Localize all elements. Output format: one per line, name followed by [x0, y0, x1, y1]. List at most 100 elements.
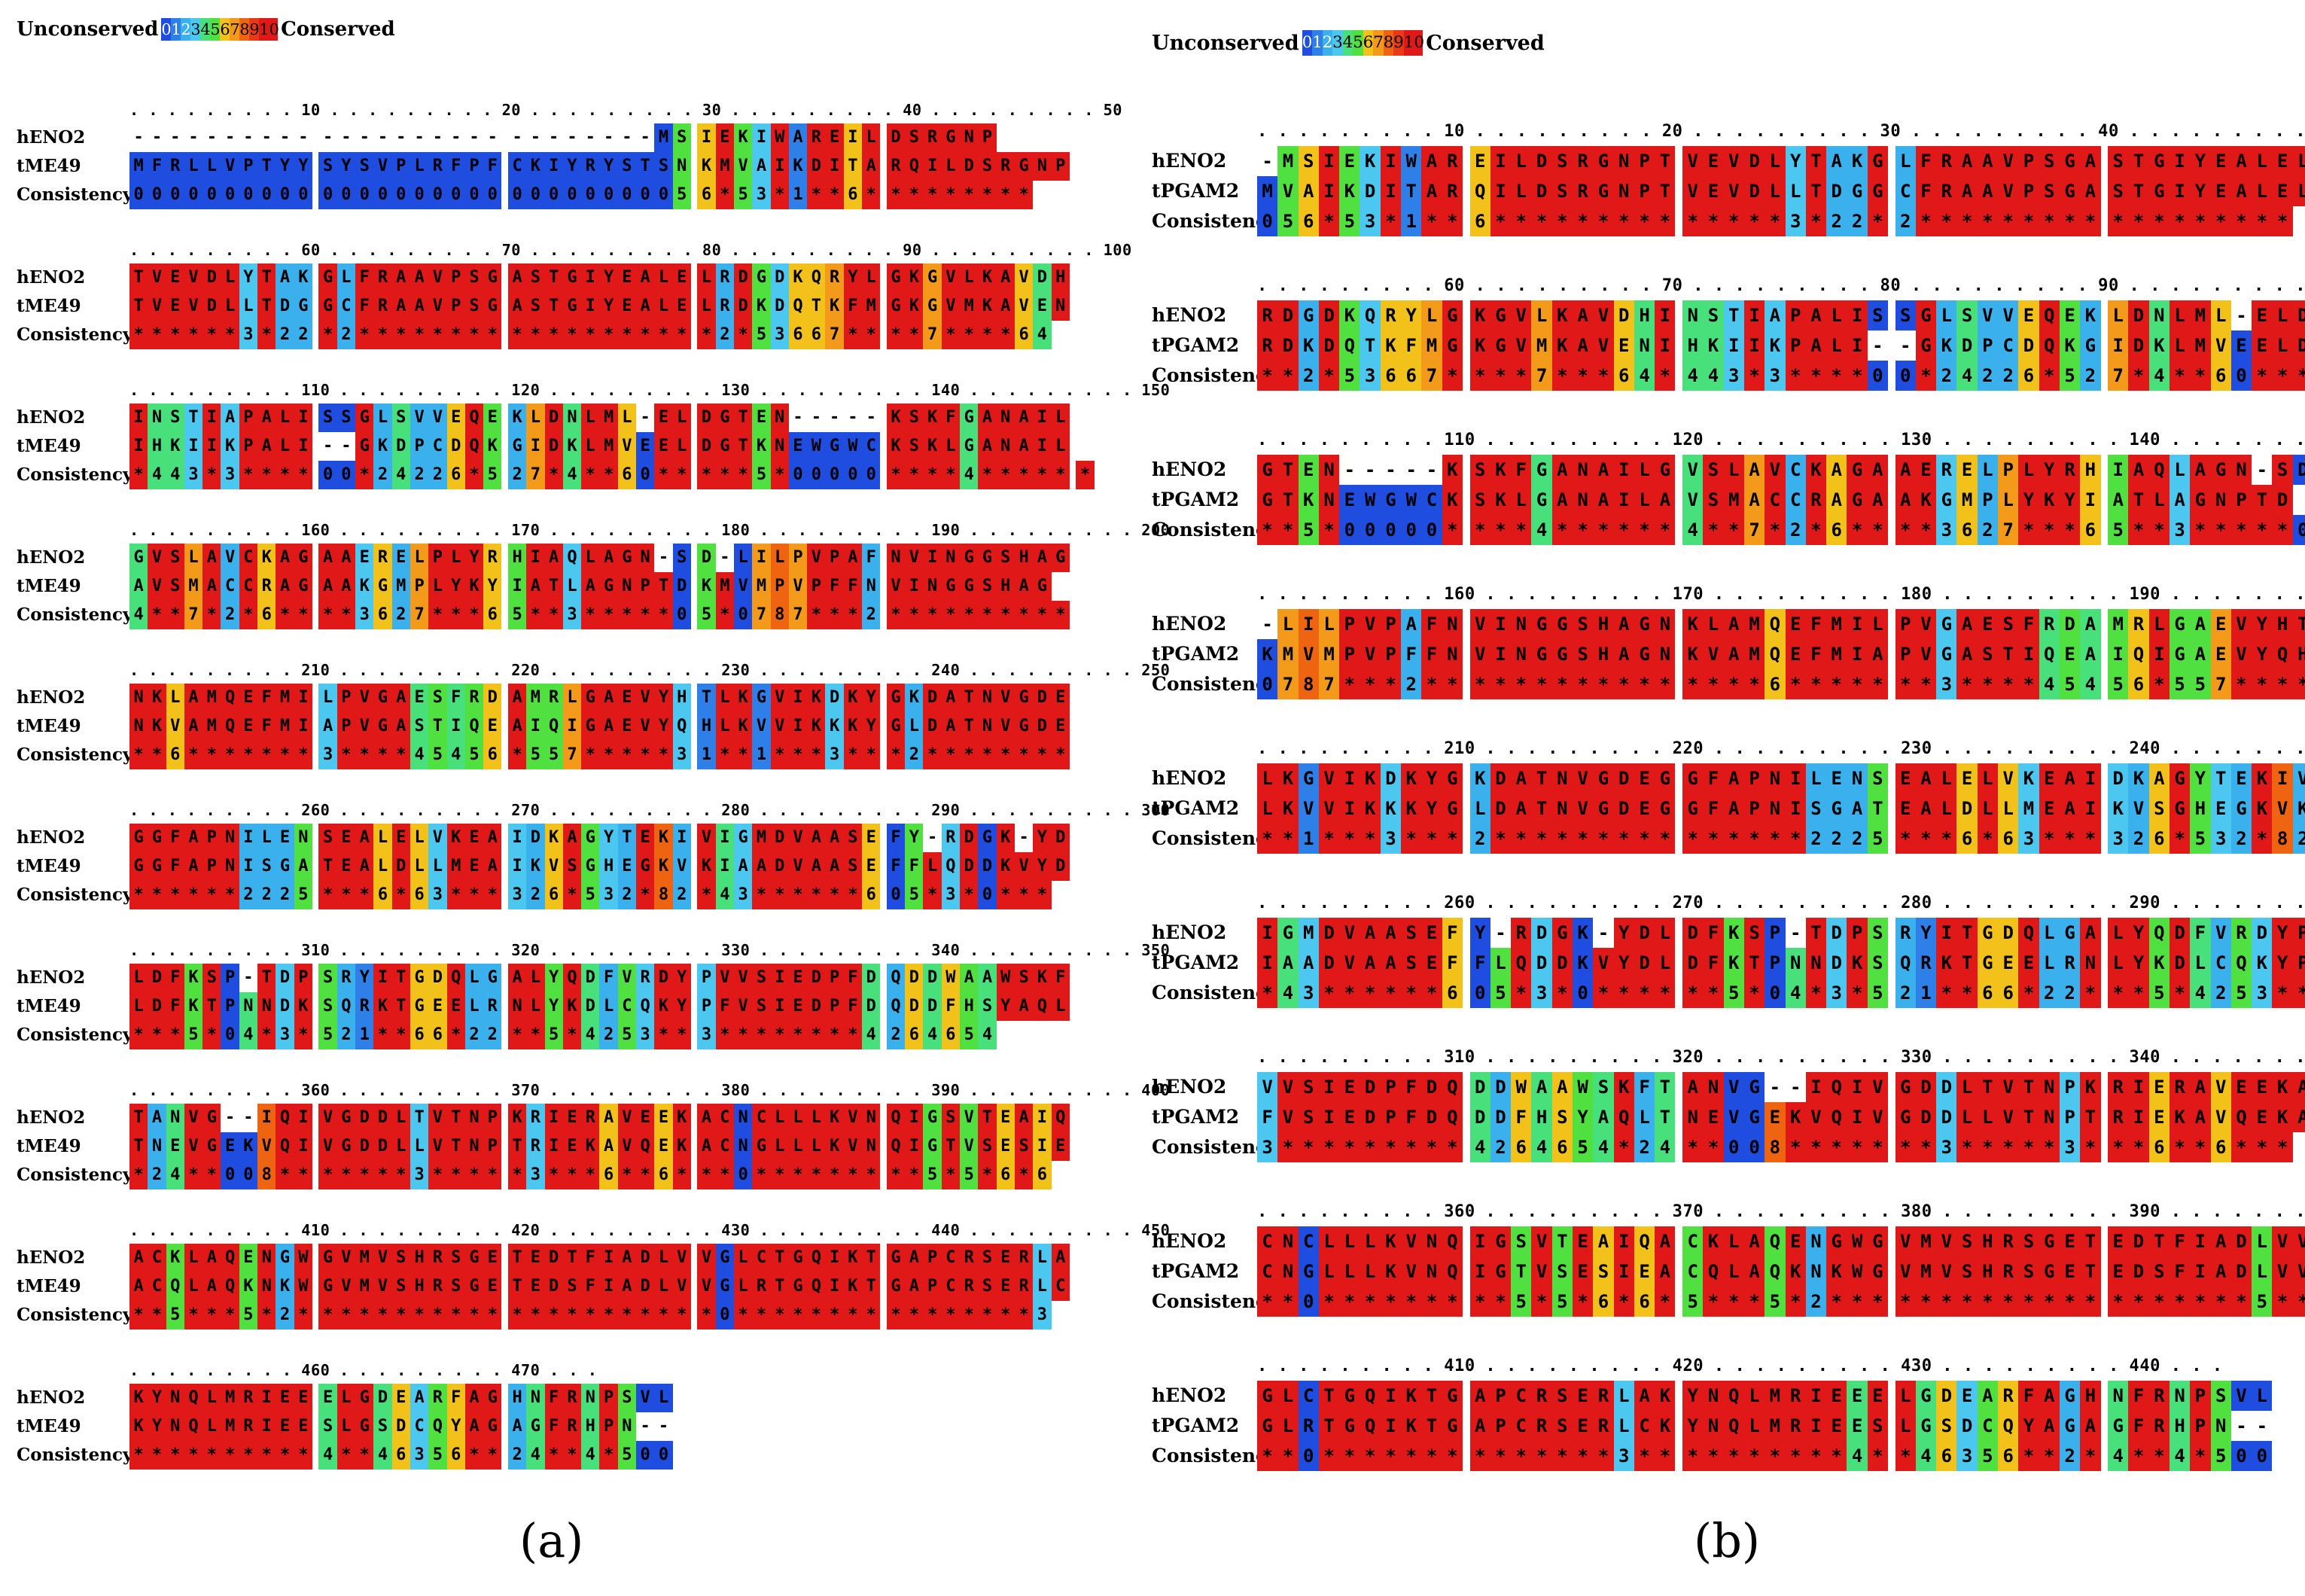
residue: E [1573, 1411, 1594, 1441]
position-ruler: . . . . . . . . . 160 . . . . . . . . . … [129, 521, 1171, 539]
row-label: hENO2 [1152, 458, 1227, 480]
consistency-score: * [978, 181, 997, 209]
consistency-score: * [148, 1021, 166, 1049]
consistency-score: * [1634, 1441, 1655, 1471]
residue: K [697, 852, 716, 881]
consistency-score: 0 [184, 181, 203, 209]
residue: W [1360, 485, 1381, 515]
residue: G [1490, 330, 1512, 361]
residue: N [2169, 1381, 2191, 1411]
residue: D [734, 292, 753, 321]
residue: D [2230, 1226, 2252, 1256]
residue: T [2148, 1226, 2170, 1256]
residue: K [1936, 948, 1957, 978]
residue: V [1360, 609, 1381, 639]
residue: R [239, 1384, 258, 1412]
consistency-score: * [599, 741, 618, 769]
residue: F [2018, 1381, 2039, 1411]
consistency-score: 2 [1826, 824, 1847, 854]
residue: - [221, 123, 239, 152]
residue: P [2018, 146, 2039, 176]
residue: S [464, 263, 484, 292]
residue: L [391, 1104, 410, 1132]
residue: T [1360, 330, 1381, 361]
consistency-score: * [2128, 1441, 2149, 1471]
residue: A [1298, 176, 1319, 206]
residue: H [507, 544, 527, 572]
residue: V [734, 572, 753, 601]
consistency-score: * [526, 321, 545, 349]
consistency-score: 2 [221, 601, 239, 629]
residue: M [1743, 639, 1765, 669]
consistency-score: * [1277, 1441, 1299, 1471]
residue: - [1895, 330, 1916, 361]
consistency-score: * [1551, 206, 1573, 236]
consistency-score: * [1915, 206, 1937, 236]
residue: K [1785, 1256, 1806, 1287]
residue: D [1033, 712, 1052, 741]
residue: - [526, 123, 545, 152]
residue: Y [294, 152, 312, 181]
consistency-score: 3 [562, 601, 582, 629]
consistency-score: 6 [1298, 206, 1319, 236]
residue: L [1318, 609, 1340, 639]
row-label: hENO2 [17, 1247, 86, 1268]
residue: A [1421, 176, 1442, 206]
residue: Q [166, 1272, 184, 1301]
residue: K [1826, 1256, 1847, 1287]
residue: K [507, 404, 527, 432]
consistency-score: * [599, 1441, 618, 1470]
residue: C [1977, 1411, 1999, 1441]
consistency-score: 0 [562, 181, 582, 209]
residue: I [562, 712, 582, 741]
residue: V [1014, 292, 1034, 321]
consistency-score: * [1765, 1441, 1786, 1471]
consistency-score: * [886, 461, 906, 489]
consistency-score: * [1469, 1441, 1490, 1471]
residue: F [1703, 948, 1724, 978]
consistency-score: * [184, 741, 203, 769]
residue: - [446, 123, 465, 152]
legend-scale-cell: 5 [210, 18, 221, 41]
residue: K [257, 544, 276, 572]
consistency-score: 3 [599, 881, 618, 909]
residue: L [734, 544, 753, 572]
residue: K [905, 684, 924, 712]
consistency-score: * [2190, 1132, 2211, 1162]
row-label: tPGAM2 [1152, 797, 1240, 819]
consistency-score: * [825, 181, 844, 209]
residue: N [1655, 639, 1676, 669]
residue: L [697, 292, 716, 321]
residue: L [770, 1104, 789, 1132]
residue: D [1421, 1102, 1442, 1132]
legend-color-scale: 0 1 2 3 4 5 6 7 8 9 10 [1302, 30, 1424, 56]
consistency-score: 5 [617, 1441, 637, 1470]
row-label: hENO2 [1152, 767, 1227, 789]
consistency-score: * [978, 741, 997, 769]
residue: A [1014, 404, 1034, 432]
consistency-score: * [373, 1021, 392, 1049]
residue: A [1014, 572, 1034, 601]
residue: M [129, 152, 148, 181]
residue: L [617, 404, 637, 432]
residue: T [1511, 1256, 1532, 1287]
consistency-score: 0 [1421, 515, 1442, 545]
residue: I [507, 824, 527, 852]
residue: E [996, 1104, 1015, 1132]
residue: L [526, 992, 545, 1021]
consistency-score: 0 [483, 181, 502, 209]
consistency-score: * [2230, 206, 2252, 236]
residue: Y [2272, 918, 2293, 948]
residue: L [184, 1272, 203, 1301]
consistency-score: 3 [526, 1161, 545, 1189]
residue-track: 4 * * 7 * 2 * 6 * * * * 3 6 2 7 * * * 6 5 * * 3 * * * * * 0 5 * 0 7 8 7 * * * 2… [129, 601, 1076, 629]
residue: D [672, 572, 691, 601]
consistency-score: 0 [734, 1161, 753, 1189]
residue: I [2080, 763, 2101, 793]
consistency-score: 7 [2108, 361, 2129, 391]
residue: M [654, 123, 673, 152]
residue: L [1033, 1244, 1052, 1272]
consistency-score: * [1915, 515, 1937, 545]
residue: E [1785, 1226, 1806, 1256]
